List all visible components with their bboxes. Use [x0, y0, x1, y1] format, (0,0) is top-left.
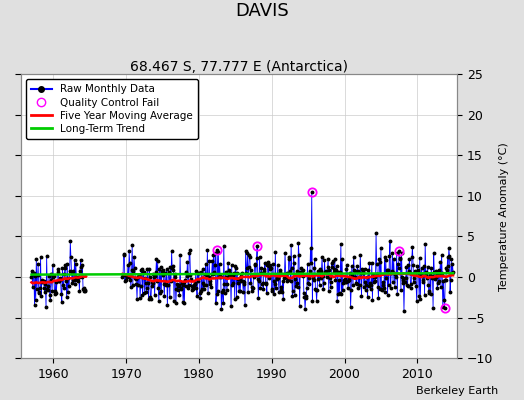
Title: 68.467 S, 77.777 E (Antarctica): 68.467 S, 77.777 E (Antarctica) — [130, 60, 348, 74]
Text: Berkeley Earth: Berkeley Earth — [416, 386, 498, 396]
Legend: Raw Monthly Data, Quality Control Fail, Five Year Moving Average, Long-Term Tren: Raw Monthly Data, Quality Control Fail, … — [26, 79, 198, 139]
Y-axis label: Temperature Anomaly (°C): Temperature Anomaly (°C) — [499, 142, 509, 290]
Text: DAVIS: DAVIS — [235, 2, 289, 20]
